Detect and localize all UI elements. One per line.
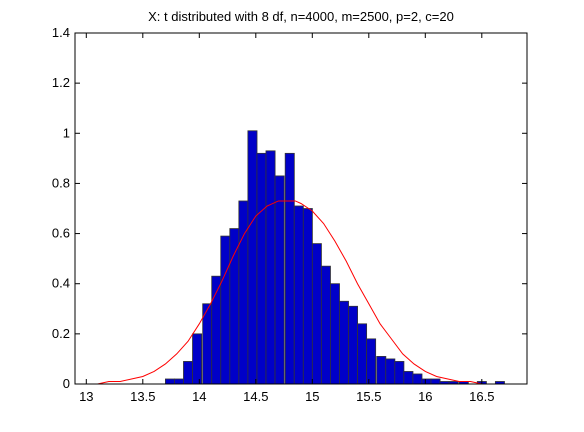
x-tick-label: 13.5 bbox=[130, 389, 155, 404]
histogram-bar bbox=[348, 305, 358, 385]
histogram-bar bbox=[430, 378, 441, 385]
x-tick-label: 15 bbox=[305, 389, 319, 404]
histogram-bar bbox=[329, 283, 340, 385]
histogram-bar bbox=[274, 175, 285, 385]
histogram-bar bbox=[164, 378, 175, 385]
histogram-bar bbox=[229, 228, 240, 385]
histogram-bar bbox=[339, 300, 349, 385]
histogram-bar bbox=[394, 361, 405, 385]
histogram-bar bbox=[376, 356, 387, 385]
y-tick-label: 0.2 bbox=[52, 326, 70, 341]
histogram-bar bbox=[183, 361, 194, 385]
x-tick-label: 16 bbox=[418, 389, 432, 404]
histogram-bar bbox=[412, 373, 423, 385]
histogram-bar bbox=[366, 338, 377, 385]
y-tick-label: 0.6 bbox=[52, 226, 70, 241]
histogram-bar bbox=[256, 152, 267, 385]
histogram-bar bbox=[247, 130, 258, 385]
x-tick-label: 15.5 bbox=[356, 389, 381, 404]
chart-title: X: t distributed with 8 df, n=4000, m=25… bbox=[148, 9, 454, 24]
histogram-bar bbox=[302, 208, 313, 385]
y-tick-label: 1.2 bbox=[52, 75, 70, 90]
histogram-bar bbox=[357, 323, 368, 385]
histogram-bar bbox=[293, 205, 304, 385]
y-tick-label: 0.4 bbox=[52, 276, 70, 291]
histogram-bar bbox=[192, 333, 203, 385]
x-tick-label: 13 bbox=[79, 389, 93, 404]
x-tick-label: 14 bbox=[192, 389, 206, 404]
histogram-bar bbox=[311, 243, 322, 385]
histogram-bar bbox=[320, 265, 331, 385]
curve-layer bbox=[75, 200, 527, 385]
y-tick-label: 0.8 bbox=[52, 175, 70, 190]
histogram-bar bbox=[284, 152, 295, 385]
x-tick-label: 14.5 bbox=[243, 389, 268, 404]
bars-layer bbox=[164, 130, 505, 385]
y-tick-label: 0 bbox=[63, 376, 70, 391]
density-curve bbox=[75, 200, 527, 385]
histogram-bar bbox=[265, 150, 276, 385]
y-tick-label: 1 bbox=[63, 125, 70, 140]
histogram-bar bbox=[421, 378, 432, 385]
histogram-bar bbox=[174, 378, 184, 385]
y-tick-label: 1.4 bbox=[52, 25, 70, 40]
x-tick-label: 16.5 bbox=[469, 389, 494, 404]
histogram-bar bbox=[220, 235, 231, 385]
plot-frame bbox=[74, 32, 528, 385]
histogram-bar bbox=[238, 200, 249, 385]
histogram-bar bbox=[403, 371, 414, 385]
histogram-bar bbox=[385, 358, 396, 385]
x-axis: 13 13.5 14 14.5 15 15.5 16 16.5 bbox=[79, 33, 494, 404]
y-axis: 0 0.2 0.4 0.6 0.8 1 1.2 1.4 bbox=[52, 25, 527, 391]
